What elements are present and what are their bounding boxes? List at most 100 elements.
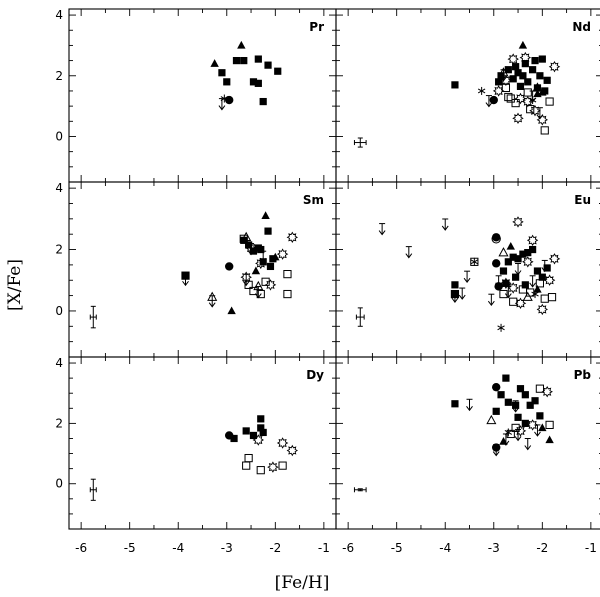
- data-point-upper-limit: [182, 273, 189, 287]
- data-point-open-square: [526, 105, 535, 114]
- data-point-open-square: [545, 97, 554, 106]
- data-point-starburst: [245, 242, 257, 254]
- data-point-filled-circle: [492, 382, 501, 392]
- panel-frame: [68, 181, 337, 358]
- data-point-filled-square: [509, 253, 517, 261]
- data-point-upper-limit: [247, 243, 255, 256]
- data-point-filled-square: [259, 97, 267, 106]
- x-tick-label: -2: [269, 541, 281, 555]
- data-point-filled-square: [274, 67, 282, 75]
- data-point-filled-square: [249, 78, 258, 86]
- data-point-starburst: [276, 248, 289, 260]
- data-point-filled-square: [249, 431, 258, 440]
- data-point-starburst: [536, 114, 549, 126]
- data-point-filled-square: [451, 81, 459, 89]
- data-point-open-square: [509, 297, 518, 306]
- data-point-filled-square: [514, 69, 522, 77]
- panel-dy: 0 2 4 -6 -5 -4 -3 -2 -1 Dy: [55, 356, 337, 555]
- data-point-filled-square: [519, 250, 527, 258]
- data-point-starburst: [255, 257, 267, 270]
- data-point-starburst: [548, 253, 561, 265]
- data-point-filled-triangle: [533, 284, 542, 293]
- data-point-filled-square: [254, 79, 262, 87]
- x-tick-label: -4: [439, 541, 451, 555]
- data-point-filled-square: [451, 281, 459, 289]
- data-point-starburst: [543, 274, 556, 286]
- y-tick-label: 0: [55, 129, 63, 143]
- data-point-open-square: [283, 289, 292, 299]
- data-point-open-square: [506, 94, 515, 103]
- data-point-starburst: [264, 279, 277, 291]
- data-point-starburst: [252, 434, 265, 446]
- data-point-upper-limit: [512, 400, 520, 413]
- data-point-filled-square: [531, 56, 539, 65]
- data-point-filled-square: [536, 412, 544, 420]
- data-point-filled-triangle: [506, 241, 515, 250]
- data-point-upper-limit: [529, 90, 537, 103]
- data-point-open-square: [504, 92, 513, 102]
- data-point-filled-triangle: [545, 435, 554, 444]
- data-point-filled-square: [521, 391, 529, 399]
- data-point-upper-limit: [208, 295, 216, 308]
- data-point-filled-square: [497, 391, 505, 399]
- data-point-filled-square: [504, 398, 512, 406]
- data-point-upper-limit: [495, 275, 503, 288]
- y-tick-label: 4: [55, 356, 63, 370]
- data-point-upper-limit: [541, 259, 549, 273]
- panel-label: Pb: [574, 368, 592, 382]
- x-tick-label: -2: [536, 541, 548, 555]
- data-point-upper-limit: [378, 223, 386, 236]
- data-point-filled-square: [451, 290, 459, 298]
- data-point-open-triangle: [532, 82, 543, 92]
- panel-nd: Nd: [335, 8, 600, 183]
- data-point-upper-limit: [466, 398, 473, 412]
- data-point-filled-square: [218, 69, 226, 77]
- panel-frame: [68, 8, 337, 183]
- x-tick-label: -5: [124, 541, 136, 555]
- data-point-open-triangle: [486, 414, 497, 425]
- x-tick-label: -1: [318, 541, 330, 555]
- data-point-upper-limit: [458, 287, 466, 300]
- data-point-starburst: [514, 297, 527, 310]
- x-axis-label: [Fe/H]: [275, 573, 330, 593]
- y-tick-label: 2: [55, 69, 63, 83]
- panel-frame: [335, 356, 600, 530]
- data-point-filled-triangle: [227, 306, 236, 315]
- data-point-filled-square: [521, 60, 529, 68]
- data-point-starburst: [526, 234, 539, 247]
- data-point-filled-square: [519, 72, 527, 80]
- data-point-filled-circle: [489, 95, 498, 105]
- data-point-filled-square: [521, 281, 529, 289]
- panel-pr: 0 2 4 Pr: [55, 8, 337, 183]
- error-bar: [353, 137, 367, 148]
- error-bar: [353, 487, 367, 493]
- data-point-upper-limit: [254, 286, 262, 299]
- data-point-filled-square: [516, 385, 525, 393]
- y-tick-label: 0: [55, 304, 63, 318]
- x-tick-label: -5: [391, 541, 403, 555]
- data-point-filled-square: [512, 63, 520, 71]
- data-point-open-square: [499, 289, 508, 299]
- data-point-filled-square: [240, 56, 248, 65]
- data-point-filled-circle: [225, 262, 234, 271]
- data-point-filled-square: [514, 255, 522, 263]
- x-tick-label: -6: [342, 541, 354, 555]
- panel-frame: [335, 8, 600, 183]
- data-point-upper-limit: [405, 246, 413, 259]
- data-point-open-triangle: [498, 247, 509, 257]
- data-point-starburst: [507, 53, 519, 65]
- data-point-filled-square: [529, 66, 537, 74]
- data-point-asterisk: [497, 323, 505, 332]
- data-point-open-square: [283, 270, 292, 279]
- panel-frame: [335, 181, 600, 358]
- data-point-upper-limit: [524, 438, 532, 451]
- data-point-upper-limit: [463, 270, 471, 284]
- data-point-filled-triangle: [538, 87, 547, 96]
- x-tick-label: -4: [172, 541, 184, 555]
- data-point-upper-limit: [487, 293, 495, 307]
- data-point-filled-square: [495, 78, 503, 86]
- data-point-filled-triangle: [251, 266, 261, 275]
- data-point-filled-square: [492, 407, 500, 415]
- data-point-filled-square: [526, 401, 534, 409]
- data-point-upper-limit: [502, 433, 510, 446]
